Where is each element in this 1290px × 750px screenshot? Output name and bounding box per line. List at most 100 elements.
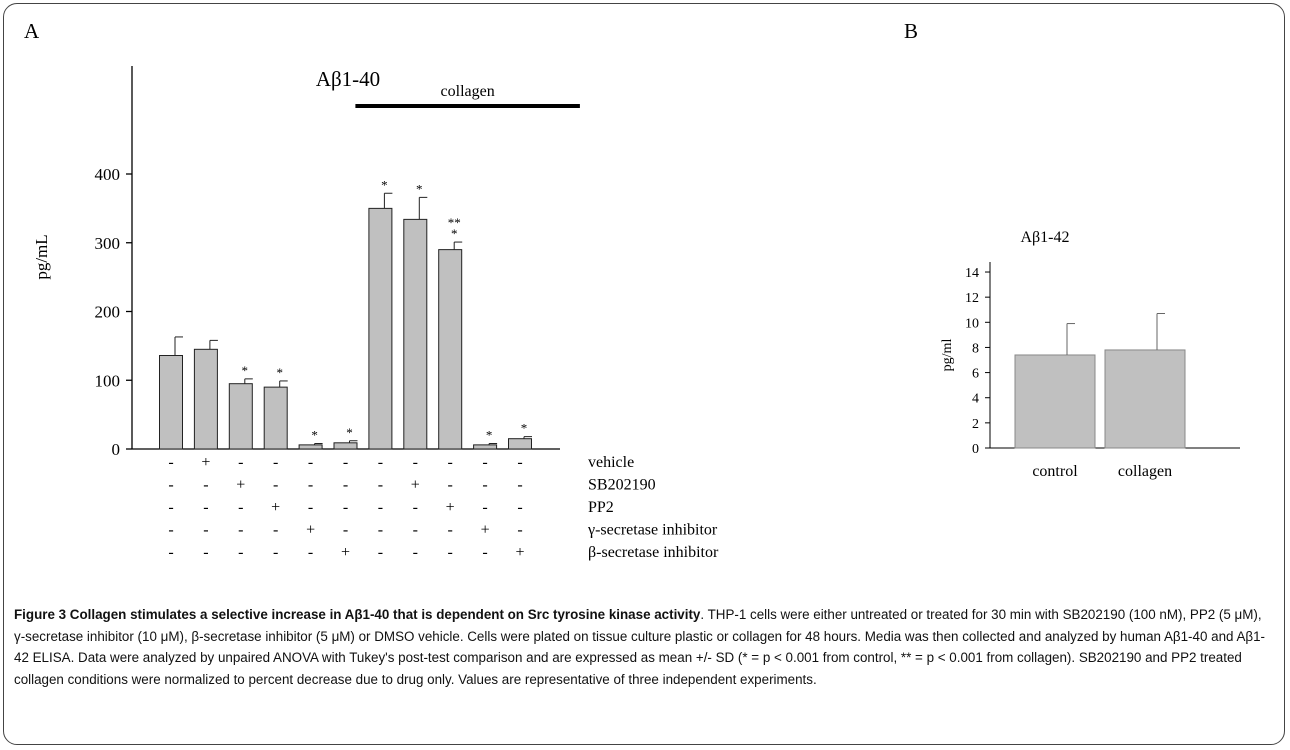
panel-a-bar <box>403 218 428 450</box>
treatment-sign: + <box>236 477 245 494</box>
panel-a-significance: * <box>416 181 423 196</box>
panel-a-significance: * <box>381 177 388 192</box>
panel-b-bar <box>1104 349 1186 449</box>
treatment-sign: - <box>448 544 453 561</box>
panel-a-bar <box>228 383 253 450</box>
figure-caption: Figure 3 Collagen stimulates a selective… <box>14 604 1276 690</box>
treatment-sign: - <box>343 454 348 471</box>
panel-a-bar <box>193 348 218 450</box>
treatment-sign: - <box>413 499 418 516</box>
treatment-label: γ-secretase inhibitor <box>587 522 718 539</box>
treatment-sign: - <box>168 499 173 516</box>
treatment-sign: - <box>168 454 173 471</box>
treatment-sign: - <box>517 477 522 494</box>
treatment-sign: - <box>168 544 173 561</box>
treatment-sign: + <box>515 544 524 561</box>
treatment-sign: - <box>168 477 173 494</box>
panel-b-ytick-label: 2 <box>972 417 979 432</box>
treatment-sign: - <box>413 454 418 471</box>
treatment-sign: - <box>482 454 487 471</box>
panel-a-letter: A <box>24 19 40 43</box>
panel-b-ytick-label: 0 <box>972 442 979 457</box>
treatment-sign: - <box>378 544 383 561</box>
treatment-sign: + <box>306 522 315 539</box>
panel-a-ytick-label: 100 <box>95 371 121 390</box>
figure-caption-text: . THP-1 cells were either untreated or t… <box>14 607 1265 687</box>
treatment-sign: + <box>201 454 210 471</box>
treatment-label: PP2 <box>588 499 614 516</box>
panel-a-significance: * <box>276 365 283 380</box>
treatment-sign: - <box>517 522 522 539</box>
panel-a-significance: * <box>242 363 249 378</box>
treatment-sign: - <box>413 544 418 561</box>
panel-a-significance: * <box>346 425 353 440</box>
treatment-sign: + <box>446 499 455 516</box>
panel-b-category-label: control <box>1032 463 1078 480</box>
panel-a-significance: * <box>451 226 458 241</box>
treatment-sign: - <box>203 499 208 516</box>
treatment-sign: - <box>378 522 383 539</box>
panel-b-title: Aβ1-42 <box>1020 229 1069 246</box>
treatment-sign: - <box>308 454 313 471</box>
panel-b-ytick-label: 10 <box>965 316 979 331</box>
treatment-sign: - <box>343 499 348 516</box>
treatment-sign: - <box>378 454 383 471</box>
panel-a-ytick-label: 0 <box>112 440 121 459</box>
treatment-sign: - <box>273 544 278 561</box>
treatment-sign: - <box>517 454 522 471</box>
treatment-sign: - <box>343 522 348 539</box>
treatment-sign: - <box>448 522 453 539</box>
panel-a-bar <box>159 355 183 450</box>
treatment-sign: - <box>448 477 453 494</box>
panel-a-bar <box>508 438 532 450</box>
treatment-sign: + <box>481 522 490 539</box>
panel-b-ytick-label: 8 <box>972 341 979 356</box>
panel-b-letter: B <box>904 19 918 43</box>
treatment-sign: - <box>308 477 313 494</box>
collagen-bracket-label: collagen <box>441 83 495 100</box>
panel-a-significance: * <box>486 428 493 443</box>
treatment-label: β-secretase inhibitor <box>588 544 719 561</box>
panel-b-ytick-label: 12 <box>965 291 979 306</box>
panel-a-ytick-label: 400 <box>95 165 121 184</box>
panel-a-ytick-label: 200 <box>95 303 121 322</box>
panel-b-category-label: collagen <box>1118 463 1172 480</box>
treatment-sign: - <box>343 477 348 494</box>
figure-caption-title: Figure 3 Collagen stimulates a selective… <box>14 607 701 622</box>
panel-b: B Aβ1-42 pg/ml 0 2 4 6 8 10 12 14 control collag… <box>904 19 1240 480</box>
panel-a-bar <box>263 386 288 450</box>
treatment-sign: - <box>413 522 418 539</box>
panel-a-significance: ** <box>448 215 461 230</box>
panel-a-significance: * <box>521 421 528 436</box>
treatment-sign: - <box>273 454 278 471</box>
treatment-sign: - <box>482 499 487 516</box>
treatment-sign: - <box>203 522 208 539</box>
treatment-sign: - <box>482 544 487 561</box>
panel-a-ytick-label: 300 <box>95 234 121 253</box>
treatment-sign: - <box>273 477 278 494</box>
treatment-sign: - <box>448 454 453 471</box>
treatment-sign: - <box>203 544 208 561</box>
panel-a-bar <box>473 444 498 450</box>
panel-b-ytick-label: 6 <box>972 367 979 382</box>
panel-b-ylabel: pg/ml <box>940 339 955 372</box>
treatment-sign: - <box>517 499 522 516</box>
treatment-sign: - <box>238 454 243 471</box>
treatment-sign: - <box>238 522 243 539</box>
panel-a-bar <box>333 442 358 450</box>
panel-b-ytick-label: 4 <box>972 392 979 407</box>
panel-b-ytick-label: 14 <box>965 266 979 281</box>
treatment-sign: - <box>273 522 278 539</box>
panel-a-bar <box>438 249 463 450</box>
panel-a-bar <box>368 207 393 450</box>
panel-a-title: Aβ1-40 <box>316 67 380 91</box>
treatment-sign: - <box>168 522 173 539</box>
treatment-sign: + <box>411 477 420 494</box>
treatment-label: SB202190 <box>588 477 656 494</box>
treatment-sign: - <box>238 499 243 516</box>
treatment-sign: - <box>482 477 487 494</box>
panel-a-bar <box>298 444 323 450</box>
panel-a-significance: * <box>311 428 318 443</box>
